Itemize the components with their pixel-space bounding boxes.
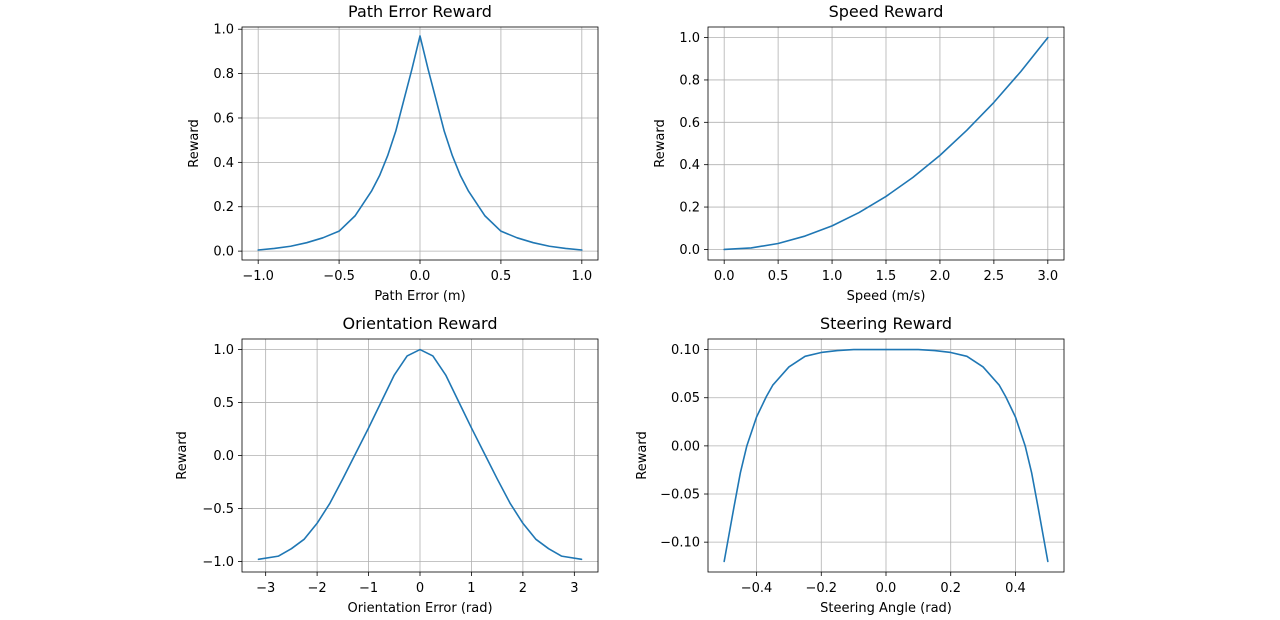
y-tick-label: −1.0: [202, 555, 234, 570]
y-tick-label: 0.10: [671, 343, 700, 358]
x-tick-label: −1: [359, 581, 378, 596]
x-tick-label: 0.0: [714, 269, 735, 284]
x-tick-label: −0.5: [323, 269, 355, 284]
y-axis-label: Reward: [653, 119, 668, 167]
y-axis-label: Reward: [175, 431, 190, 479]
series-line: [257, 35, 583, 251]
series-line: [723, 348, 1049, 563]
x-tick-label: −0.4: [741, 581, 773, 596]
y-tick-label: 0.0: [679, 243, 700, 258]
chart-title: Path Error Reward: [348, 2, 492, 21]
x-tick-label: 0: [416, 581, 424, 596]
y-tick-label: 0.4: [213, 156, 234, 171]
y-tick-label: 0.0: [213, 449, 234, 464]
y-tick-label: 1.0: [679, 31, 700, 46]
x-tick-label: 0.0: [876, 581, 897, 596]
y-axis-label: Reward: [187, 119, 202, 167]
y-tick-label: 0.8: [213, 67, 234, 82]
x-tick-label: 2.0: [930, 269, 951, 284]
x-tick-label: −2: [308, 581, 327, 596]
y-tick-label: 0.5: [213, 396, 234, 411]
y-tick-label: −0.5: [202, 502, 234, 517]
y-tick-label: −0.05: [660, 488, 700, 503]
x-axis-label: Orientation Error (rad): [347, 601, 492, 616]
chart-title: Steering Reward: [820, 314, 952, 333]
x-axis-label: Path Error (m): [374, 289, 465, 304]
x-tick-label: −3: [256, 581, 275, 596]
y-axis-label: Reward: [635, 431, 650, 479]
y-tick-label: 0.6: [679, 116, 700, 131]
chart-title: Orientation Reward: [343, 314, 498, 333]
x-tick-label: 0.5: [768, 269, 789, 284]
x-tick-label: 1.5: [876, 269, 897, 284]
y-tick-label: 0.0: [213, 245, 234, 260]
x-tick-label: 1.0: [822, 269, 843, 284]
x-tick-label: −1.0: [242, 269, 274, 284]
x-tick-label: 0.4: [1005, 581, 1026, 596]
x-tick-label: 2.5: [984, 269, 1005, 284]
y-tick-label: 0.8: [679, 73, 700, 88]
subplot-1: −1.0 −0.5 0.0 0.5 1.0 0.0 0.2 0.4 0.6 0.8 1.0 Path …: [187, 2, 599, 304]
x-tick-label: 1: [467, 581, 475, 596]
x-tick-label: 0.5: [491, 269, 512, 284]
x-tick-label: −0.2: [805, 581, 837, 596]
x-tick-label: 1.0: [571, 269, 592, 284]
y-tick-label: 0.00: [671, 439, 700, 454]
subplot-3: −3 −2 −1 0 1 2 3 −1.0 −0.5 0.0 0.5 1.0 Orientation R…: [175, 314, 599, 616]
series-line: [257, 348, 583, 561]
y-tick-label: 1.0: [213, 343, 234, 358]
x-axis-label: Speed (m/s): [847, 289, 926, 304]
y-tick-label: 0.6: [213, 111, 234, 126]
subplot-4: −0.4 −0.2 0.0 0.2 0.4 −0.10 −0.05 0.00 0.05 0.10 S…: [635, 314, 1065, 616]
y-tick-label: 0.2: [213, 200, 234, 215]
x-tick-label: 3.0: [1037, 269, 1058, 284]
y-tick-label: 0.05: [671, 391, 700, 406]
series-line: [723, 36, 1049, 251]
x-tick-label: 0.2: [940, 581, 961, 596]
y-tick-label: 0.2: [679, 201, 700, 216]
x-tick-label: 2: [519, 581, 527, 596]
x-axis-label: Steering Angle (rad): [820, 601, 952, 616]
x-tick-label: 0.0: [410, 269, 431, 284]
x-tick-label: 3: [570, 581, 578, 596]
chart-title: Speed Reward: [829, 2, 944, 21]
subplot-2: 0.0 0.5 1.0 1.5 2.0 2.5 3.0 0.0 0.2 0.4 0.6 0.8 1.0 S…: [653, 2, 1065, 304]
y-tick-label: 0.4: [679, 158, 700, 173]
y-tick-label: 1.0: [213, 23, 234, 38]
y-tick-label: −0.10: [660, 536, 700, 551]
